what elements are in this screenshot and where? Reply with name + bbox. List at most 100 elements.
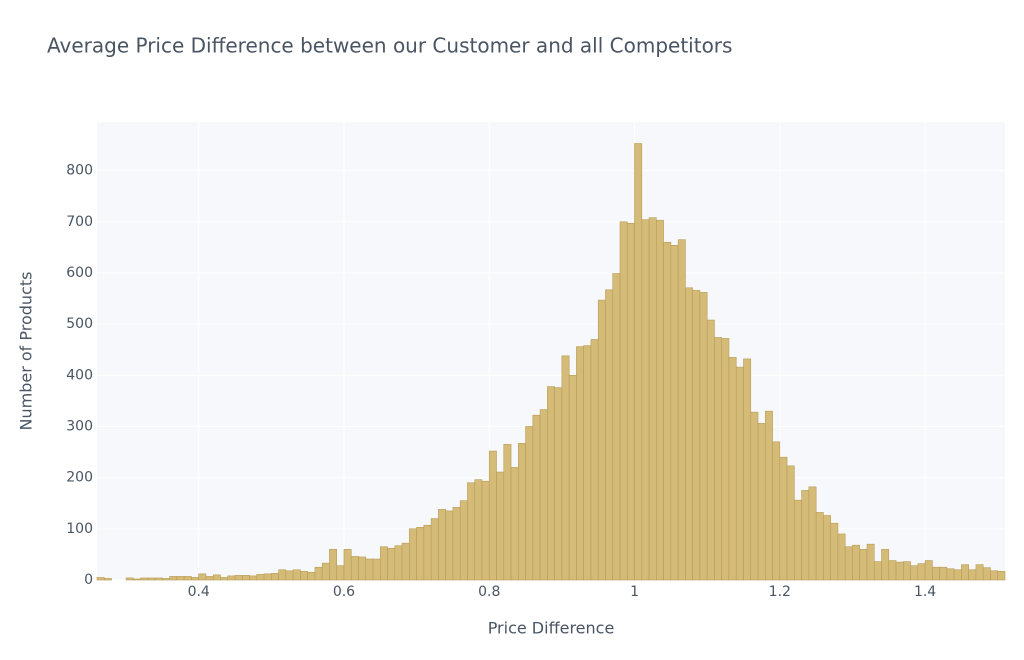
bar [576,346,584,581]
bar [285,570,294,581]
bar [445,510,454,581]
bar [401,542,410,581]
bar [852,544,861,581]
bar [794,499,802,581]
bar [394,545,403,581]
bar [409,528,417,581]
bar [379,546,388,581]
bar [103,578,112,581]
bar [220,577,229,581]
bar [350,556,359,581]
bar [292,569,301,581]
bar [605,289,614,581]
bar [227,575,236,581]
bar [932,566,940,581]
x-tick-label: 1 [630,584,639,600]
bar [416,526,425,581]
bar [496,471,505,581]
x-tick-label: 1.4 [914,584,936,600]
bar [365,558,374,581]
y-axis-title: Number of Products [17,272,36,431]
bar [568,375,577,581]
bar [474,479,483,581]
bar [430,518,439,581]
bar [881,548,890,581]
y-tick-label: 300 [66,418,93,434]
bar [525,426,534,581]
chart-title: Average Price Difference between our Cus… [47,34,732,58]
bar [212,574,221,581]
bar [648,217,657,581]
bar [140,577,149,581]
bar [677,239,686,581]
bar [895,561,904,581]
x-tick-label: 0.6 [333,584,355,600]
bar [779,456,788,581]
bar [518,443,526,581]
bar [423,524,432,581]
bar [997,571,1006,581]
bar [808,486,817,581]
bar [634,143,643,581]
bar [641,219,650,581]
bar [481,480,490,581]
bar [990,570,999,581]
bar [271,573,279,581]
y-tick-label: 800 [66,163,93,179]
bar [343,548,352,581]
bar [924,560,933,581]
bar [743,358,752,581]
bar [590,339,599,581]
bar [910,565,919,581]
bar [764,410,773,581]
bar [583,345,592,581]
x-tick-label: 1.2 [769,584,791,600]
bar [278,569,287,581]
bar [699,292,708,581]
bar [133,578,141,581]
bar [125,577,134,581]
bar [830,522,839,581]
bar [750,411,759,581]
bar [329,548,338,581]
bar [626,223,635,581]
bar [735,366,744,581]
x-axis-title: Price Difference [488,619,615,638]
bar [982,567,991,581]
bar [888,560,897,581]
bar [714,337,723,581]
bar [459,500,468,581]
bar [503,444,512,581]
y-tick-label: 100 [66,521,93,537]
bar [154,577,163,581]
bar [162,578,170,581]
x-tick-label: 0.4 [188,584,210,600]
bar [663,241,672,581]
bar [241,575,250,581]
bar [612,273,621,581]
bar [510,467,519,581]
bar [467,482,476,581]
bar [597,299,606,581]
bar [205,576,214,581]
bar [823,515,831,581]
bar [873,561,882,581]
bar [314,566,323,581]
y-tick-label: 400 [66,367,93,383]
bar [547,386,555,581]
bar [961,564,969,581]
bar [387,547,396,581]
bar [169,576,178,581]
x-tick-label: 0.8 [478,584,500,600]
bar [96,577,105,581]
bar [256,574,265,581]
bar [372,558,381,581]
bar [234,575,243,581]
bar [837,533,846,581]
bar [307,572,316,581]
bar [946,568,955,581]
y-tick-label: 600 [66,265,93,281]
y-tick-label: 700 [66,214,93,230]
bar [452,507,461,581]
